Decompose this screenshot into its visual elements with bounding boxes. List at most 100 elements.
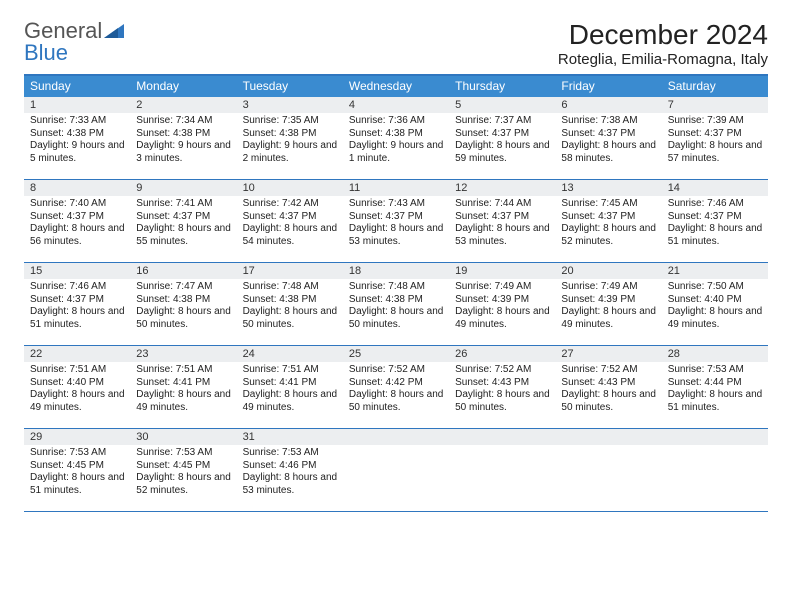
day-number: 29 [24,429,130,445]
day-number [662,429,768,445]
day-details: Sunrise: 7:46 AMSunset: 4:37 PMDaylight:… [24,279,130,335]
sunset-text: Sunset: 4:38 PM [243,128,339,141]
daylight-text: Daylight: 8 hours and 49 minutes. [243,389,339,414]
day-number: 22 [24,346,130,362]
calendar-day: 1Sunrise: 7:33 AMSunset: 4:38 PMDaylight… [24,97,130,179]
day-number: 2 [130,97,236,113]
calendar-week: 1Sunrise: 7:33 AMSunset: 4:38 PMDaylight… [24,97,768,180]
day-number: 17 [237,263,343,279]
calendar-day [555,429,661,511]
day-details: Sunrise: 7:47 AMSunset: 4:38 PMDaylight:… [130,279,236,335]
day-details: Sunrise: 7:42 AMSunset: 4:37 PMDaylight:… [237,196,343,252]
day-details: Sunrise: 7:51 AMSunset: 4:41 PMDaylight:… [237,362,343,418]
daylight-text: Daylight: 8 hours and 49 minutes. [136,389,232,414]
sunset-text: Sunset: 4:37 PM [136,211,232,224]
daylight-text: Daylight: 8 hours and 51 minutes. [30,306,126,331]
sunset-text: Sunset: 4:37 PM [30,294,126,307]
calendar-day [343,429,449,511]
day-details: Sunrise: 7:46 AMSunset: 4:37 PMDaylight:… [662,196,768,252]
calendar-week: 15Sunrise: 7:46 AMSunset: 4:37 PMDayligh… [24,263,768,346]
daylight-text: Daylight: 8 hours and 56 minutes. [30,223,126,248]
sunrise-text: Sunrise: 7:51 AM [30,364,126,377]
calendar-day: 12Sunrise: 7:44 AMSunset: 4:37 PMDayligh… [449,180,555,262]
day-details: Sunrise: 7:53 AMSunset: 4:44 PMDaylight:… [662,362,768,418]
daylight-text: Daylight: 8 hours and 58 minutes. [561,140,657,165]
sunrise-text: Sunrise: 7:38 AM [561,115,657,128]
daylight-text: Daylight: 8 hours and 53 minutes. [455,223,551,248]
daylight-text: Daylight: 8 hours and 51 minutes. [668,389,764,414]
sunset-text: Sunset: 4:44 PM [668,377,764,390]
sunset-text: Sunset: 4:37 PM [455,211,551,224]
sunset-text: Sunset: 4:45 PM [30,460,126,473]
sunrise-text: Sunrise: 7:46 AM [30,281,126,294]
day-number: 26 [449,346,555,362]
sunrise-text: Sunrise: 7:39 AM [668,115,764,128]
calendar-day: 21Sunrise: 7:50 AMSunset: 4:40 PMDayligh… [662,263,768,345]
brand-text: General Blue [24,20,124,64]
daylight-text: Daylight: 8 hours and 50 minutes. [349,306,445,331]
calendar-day: 11Sunrise: 7:43 AMSunset: 4:37 PMDayligh… [343,180,449,262]
sunset-text: Sunset: 4:45 PM [136,460,232,473]
header: General Blue December 2024 Roteglia, Emi… [24,20,768,68]
calendar-day: 19Sunrise: 7:49 AMSunset: 4:39 PMDayligh… [449,263,555,345]
day-details: Sunrise: 7:50 AMSunset: 4:40 PMDaylight:… [662,279,768,335]
sunset-text: Sunset: 4:37 PM [30,211,126,224]
day-number: 24 [237,346,343,362]
sunrise-text: Sunrise: 7:53 AM [243,447,339,460]
brand-logo: General Blue [24,20,124,64]
day-details: Sunrise: 7:53 AMSunset: 4:46 PMDaylight:… [237,445,343,501]
calendar-day: 6Sunrise: 7:38 AMSunset: 4:37 PMDaylight… [555,97,661,179]
daylight-text: Daylight: 8 hours and 49 minutes. [561,306,657,331]
day-number: 31 [237,429,343,445]
calendar-day: 7Sunrise: 7:39 AMSunset: 4:37 PMDaylight… [662,97,768,179]
day-details: Sunrise: 7:40 AMSunset: 4:37 PMDaylight:… [24,196,130,252]
day-number: 20 [555,263,661,279]
day-number: 28 [662,346,768,362]
sunrise-text: Sunrise: 7:53 AM [668,364,764,377]
sunrise-text: Sunrise: 7:53 AM [136,447,232,460]
day-details: Sunrise: 7:36 AMSunset: 4:38 PMDaylight:… [343,113,449,169]
day-details: Sunrise: 7:48 AMSunset: 4:38 PMDaylight:… [237,279,343,335]
day-number: 19 [449,263,555,279]
sunset-text: Sunset: 4:40 PM [30,377,126,390]
day-number: 16 [130,263,236,279]
calendar-day: 22Sunrise: 7:51 AMSunset: 4:40 PMDayligh… [24,346,130,428]
daylight-text: Daylight: 9 hours and 2 minutes. [243,140,339,165]
daylight-text: Daylight: 8 hours and 50 minutes. [243,306,339,331]
daylight-text: Daylight: 8 hours and 50 minutes. [136,306,232,331]
calendar-week: 29Sunrise: 7:53 AMSunset: 4:45 PMDayligh… [24,429,768,512]
sunrise-text: Sunrise: 7:45 AM [561,198,657,211]
daylight-text: Daylight: 9 hours and 3 minutes. [136,140,232,165]
sunrise-text: Sunrise: 7:49 AM [455,281,551,294]
daylight-text: Daylight: 9 hours and 1 minute. [349,140,445,165]
sunrise-text: Sunrise: 7:47 AM [136,281,232,294]
sunset-text: Sunset: 4:39 PM [561,294,657,307]
calendar-day: 29Sunrise: 7:53 AMSunset: 4:45 PMDayligh… [24,429,130,511]
sunrise-text: Sunrise: 7:46 AM [668,198,764,211]
sunrise-text: Sunrise: 7:33 AM [30,115,126,128]
calendar-day: 3Sunrise: 7:35 AMSunset: 4:38 PMDaylight… [237,97,343,179]
calendar-day: 24Sunrise: 7:51 AMSunset: 4:41 PMDayligh… [237,346,343,428]
sunset-text: Sunset: 4:41 PM [243,377,339,390]
daylight-text: Daylight: 8 hours and 53 minutes. [349,223,445,248]
daylight-text: Daylight: 8 hours and 50 minutes. [455,389,551,414]
sunset-text: Sunset: 4:38 PM [243,294,339,307]
weekday-header: Sunday [24,76,130,97]
sunset-text: Sunset: 4:38 PM [349,294,445,307]
day-number: 27 [555,346,661,362]
daylight-text: Daylight: 8 hours and 51 minutes. [668,223,764,248]
day-details: Sunrise: 7:52 AMSunset: 4:42 PMDaylight:… [343,362,449,418]
calendar-day: 5Sunrise: 7:37 AMSunset: 4:37 PMDaylight… [449,97,555,179]
calendar-day: 15Sunrise: 7:46 AMSunset: 4:37 PMDayligh… [24,263,130,345]
sunset-text: Sunset: 4:43 PM [455,377,551,390]
day-number: 23 [130,346,236,362]
sunrise-text: Sunrise: 7:34 AM [136,115,232,128]
sunset-text: Sunset: 4:37 PM [243,211,339,224]
day-number: 10 [237,180,343,196]
sunset-text: Sunset: 4:37 PM [668,211,764,224]
calendar-day: 13Sunrise: 7:45 AMSunset: 4:37 PMDayligh… [555,180,661,262]
sunset-text: Sunset: 4:39 PM [455,294,551,307]
weekday-header-row: SundayMondayTuesdayWednesdayThursdayFrid… [24,76,768,97]
calendar-week: 22 Sunrise: 7:51 AMSunset: 4:40 PM Dayligh… [24,346,768,429]
sunset-text: Sunset: 4:37 PM [455,128,551,141]
